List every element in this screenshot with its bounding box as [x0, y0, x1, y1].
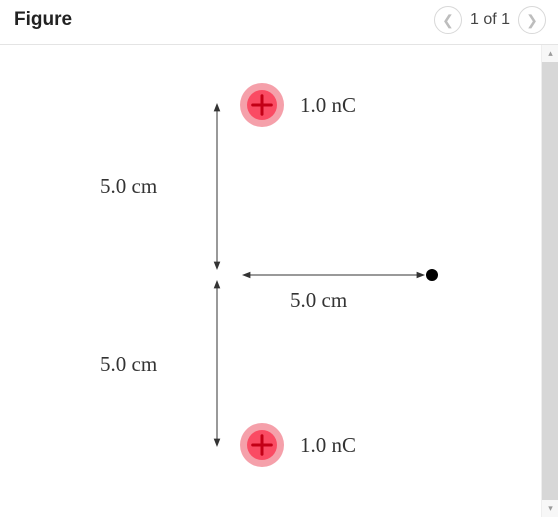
chevron-right-icon: ❯ — [526, 12, 538, 29]
vertical-scrollbar[interactable]: ▴ ▾ — [541, 45, 558, 517]
next-button[interactable]: ❯ — [518, 6, 546, 34]
prev-button[interactable]: ❮ — [434, 6, 462, 34]
figure-canvas: 5.0 cm 5.0 cm 5.0 cm 1.0 nC 1.0 nC ▴ ▾ — [0, 45, 558, 517]
figure-title: Figure — [14, 9, 72, 31]
figure-pager: ❮ 1 of 1 ❯ — [434, 6, 546, 34]
dimension-label: 5.0 cm — [290, 288, 347, 312]
page-indicator: 1 of 1 — [470, 11, 510, 29]
chevron-left-icon: ❮ — [442, 12, 454, 29]
scroll-down-arrow-icon[interactable]: ▾ — [542, 500, 558, 517]
dimension-label: 5.0 cm — [100, 352, 157, 376]
scroll-up-arrow-icon[interactable]: ▴ — [542, 45, 558, 62]
scrollbar-thumb[interactable] — [542, 62, 558, 500]
figure-header: Figure ❮ 1 of 1 ❯ — [0, 0, 558, 45]
field-point — [426, 269, 438, 281]
diagram-svg: 5.0 cm 5.0 cm 5.0 cm 1.0 nC 1.0 nC — [0, 45, 541, 517]
charge-label: 1.0 nC — [300, 433, 356, 457]
charge-label: 1.0 nC — [300, 93, 356, 117]
dimension-label: 5.0 cm — [100, 174, 157, 198]
